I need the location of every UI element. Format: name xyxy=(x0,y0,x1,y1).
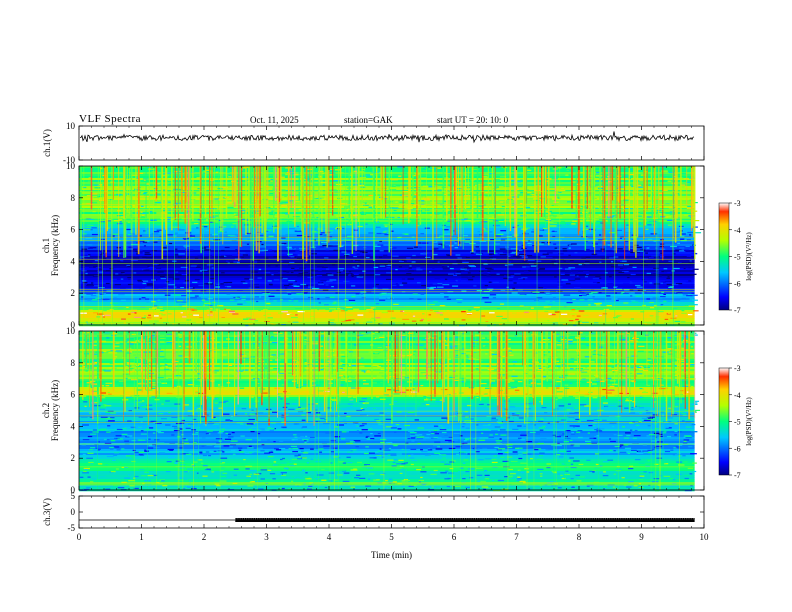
ch2-spectrogram-ytick-8: 8 xyxy=(71,358,76,368)
ch2-spectrogram-ytick-4: 4 xyxy=(71,421,76,431)
ch1-ytick--10: -10 xyxy=(63,155,75,165)
ch2-spectrogram-ytick-2: 2 xyxy=(71,453,76,463)
x-axis-label: Time (min) xyxy=(371,550,412,560)
x-tick-label-6: 6 xyxy=(452,532,457,542)
station-label: station=GAK xyxy=(344,115,393,125)
ch2-spectrogram-cb-tick--6: -6 xyxy=(734,444,741,453)
x-tick-label-0: 0 xyxy=(77,532,82,542)
ch2-spectrogram-channel-label: ch.2 xyxy=(41,403,51,418)
ch1-waveform-frame xyxy=(78,125,705,161)
ch3-ytick-5: 5 xyxy=(71,491,76,501)
ch1-spectrogram-image xyxy=(79,166,702,327)
ch1-spectrogram-ytick-4: 4 xyxy=(71,256,76,266)
ch2-spectrogram-ytick-10: 10 xyxy=(66,326,76,336)
ch1-spectrogram-ytick-10: 10 xyxy=(66,161,76,171)
ch2-spectrogram-cb-tick--3: -3 xyxy=(734,364,741,373)
date-label: Oct. 11, 2025 xyxy=(250,115,299,125)
x-tick-label-3: 3 xyxy=(264,532,269,542)
x-tick-label-2: 2 xyxy=(202,532,207,542)
ch3-trace-pulses xyxy=(235,518,695,522)
ch3-waveform-frame xyxy=(78,495,705,529)
ch1-waveform-trace xyxy=(80,131,695,144)
start-ut-label: start UT = 20: 10: 0 xyxy=(437,115,509,125)
ch1-spectrogram-colorbar-label: log(PSD)(V²/Hz) xyxy=(745,232,753,281)
ch3-ytick-0: 0 xyxy=(71,507,76,517)
ch1-spectrogram-cb-tick--7: -7 xyxy=(734,306,741,315)
ch2-spectrogram-ytick-0: 0 xyxy=(71,485,76,495)
ch2-spectrogram-colorbar-label: log(PSD)(V²/Hz) xyxy=(745,397,753,446)
ch1-ytick-10: 10 xyxy=(66,121,76,131)
ch2-spectrogram-image xyxy=(79,331,700,492)
ch2-spectrogram-ylabel: Frequency (kHz) xyxy=(50,380,60,441)
ch1-spectrogram-ytick-2: 2 xyxy=(71,288,76,298)
ch1-spectrogram-cb-tick--5: -5 xyxy=(734,253,741,262)
ch1-spectrogram-colorbar xyxy=(718,202,730,311)
ch3-ytick--5: -5 xyxy=(68,523,76,533)
ch1-spectrogram-ytick-6: 6 xyxy=(71,225,76,235)
ch1-spectrogram-ytick-8: 8 xyxy=(71,193,76,203)
ch3-waveform-ylabel: ch.3(V) xyxy=(42,498,52,526)
x-tick-label-9: 9 xyxy=(639,532,644,542)
x-tick-label-4: 4 xyxy=(327,532,332,542)
x-tick-label-8: 8 xyxy=(577,532,582,542)
ch2-spectrogram-cb-tick--4: -4 xyxy=(734,391,741,400)
ch2-spectrogram-cb-tick--7: -7 xyxy=(734,471,741,480)
ch1-spectrogram-ylabel: Frequency (kHz) xyxy=(50,215,60,276)
ch1-spectrogram-ytick-0: 0 xyxy=(71,320,76,330)
ch2-spectrogram-colorbar xyxy=(718,367,730,476)
x-tick-label-1: 1 xyxy=(139,532,144,542)
ch2-spectrogram-cb-tick--5: -5 xyxy=(734,418,741,427)
ch1-spectrogram-cb-tick--4: -4 xyxy=(734,226,741,235)
ch1-spectrogram-channel-label: ch.1 xyxy=(41,238,51,253)
x-tick-label-5: 5 xyxy=(389,532,394,542)
figure-title: VLF Spectra xyxy=(79,113,142,125)
ch1-spectrogram-cb-tick--6: -6 xyxy=(734,279,741,288)
ch1-waveform-ylabel: ch.1(V) xyxy=(42,129,52,157)
ch1-spectrogram-cb-tick--3: -3 xyxy=(734,199,741,208)
x-tick-label-7: 7 xyxy=(514,532,519,542)
x-tick-label-10: 10 xyxy=(700,532,710,542)
ch2-spectrogram-ytick-6: 6 xyxy=(71,390,76,400)
